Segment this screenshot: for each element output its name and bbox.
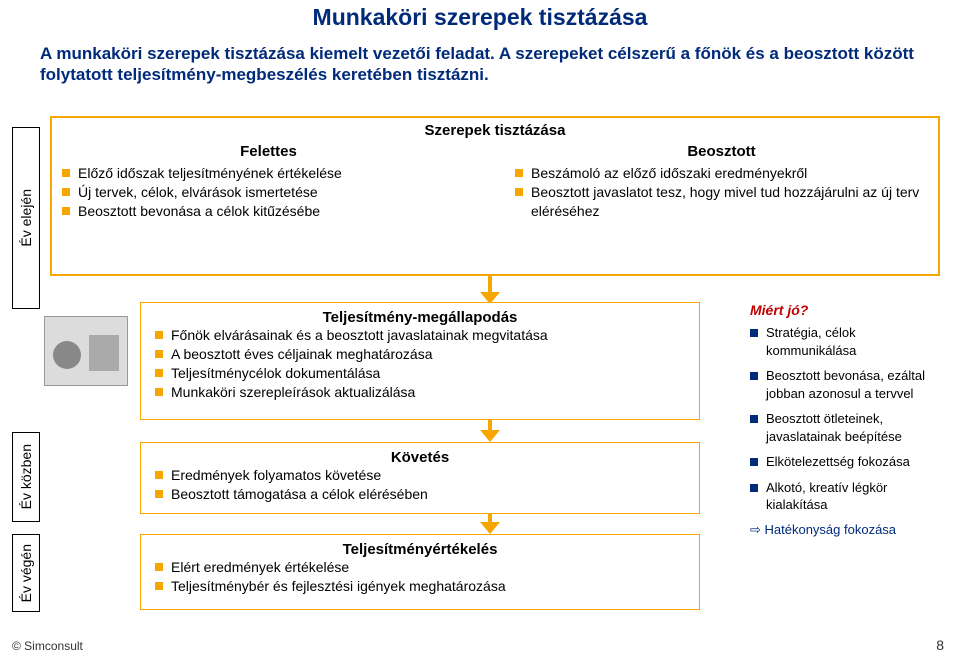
stage-list: Főnök elvárásainak és a beosztott javasl…: [155, 326, 685, 402]
list-item: Új tervek, célok, elvárások ismertetése: [62, 183, 475, 202]
meeting-illustration: [44, 316, 128, 386]
col-title-beosztott: Beosztott: [515, 143, 928, 160]
list-item: Elért eredmények értékelése: [155, 558, 685, 577]
list-item: Elkötelezettség fokozása: [750, 453, 940, 471]
stage-megallapodas: Teljesítmény-megállapodás Főnök elvárása…: [140, 302, 700, 420]
col-title-felettes: Felettes: [62, 143, 475, 160]
main-area: Szerepek tisztázása Felettes Előző idősz…: [50, 116, 940, 631]
vtab-label: Év elején: [18, 189, 34, 247]
list-item: Főnök elvárásainak és a beosztott javasl…: [155, 326, 685, 345]
list-item: Stratégia, célok kommunikálása: [750, 324, 940, 359]
stage-list: Eredmények folyamatos követése Beosztott…: [155, 466, 685, 504]
list-item: Alkotó, kreatív légkör kialakítása: [750, 479, 940, 514]
list-felettes: Előző időszak teljesítményének értékelés…: [62, 164, 475, 221]
vtab-label: Év közben: [18, 444, 34, 509]
vtab-label: Év végén: [18, 544, 34, 602]
list-beosztott: Beszámoló az előző időszaki eredményekrő…: [515, 164, 928, 221]
list-item: Teljesítménybér és fejlesztési igények m…: [155, 577, 685, 596]
arrow-down-icon: [480, 430, 500, 442]
stage-title: Követés: [155, 449, 685, 466]
list-item: Beosztott ötleteinek, javaslatainak beép…: [750, 410, 940, 445]
why-panel: Miért jó? Stratégia, célok kommunikálása…: [750, 302, 940, 538]
list-item: Beosztott bevonása, ezáltal jobban azono…: [750, 367, 940, 402]
why-list: Stratégia, célok kommunikálása Beosztott…: [750, 324, 940, 514]
why-final: ⇨ Hatékonyság fokozása: [750, 522, 940, 538]
list-item: Beszámoló az előző időszaki eredményekrő…: [515, 164, 928, 183]
list-item: A beosztott éves céljainak meghatározása: [155, 345, 685, 364]
footer-copyright: © Simconsult: [12, 639, 83, 653]
stage-title: Teljesítmény-megállapodás: [155, 309, 685, 326]
roles-box: Szerepek tisztázása Felettes Előző idősz…: [50, 116, 940, 276]
roles-col-felettes: Felettes Előző időszak teljesítményének …: [62, 143, 475, 221]
list-item: Munkaköri szerepleírások aktualizálása: [155, 383, 685, 402]
intro-text: A munkaköri szerepek tisztázása kiemelt …: [40, 43, 920, 86]
page-number: 8: [936, 637, 944, 653]
page-title: Munkaköri szerepek tisztázása: [0, 4, 960, 31]
list-item: Beosztott bevonása a célok kitűzésébe: [62, 202, 475, 221]
vtab-ev-elejen: Év elején: [12, 127, 40, 309]
vtab-ev-kozben: Év közben: [12, 432, 40, 522]
list-item: Teljesítménycélok dokumentálása: [155, 364, 685, 383]
roles-title: Szerepek tisztázása: [62, 122, 928, 139]
list-item: Beosztott támogatása a célok elérésében: [155, 485, 685, 504]
list-item: Előző időszak teljesítményének értékelés…: [62, 164, 475, 183]
why-title: Miért jó?: [750, 302, 940, 318]
roles-col-beosztott: Beosztott Beszámoló az előző időszaki er…: [515, 143, 928, 221]
stage-list: Elért eredmények értékelése Teljesítmény…: [155, 558, 685, 596]
vtab-ev-vegen: Év végén: [12, 534, 40, 612]
stage-title: Teljesítményértékelés: [155, 541, 685, 558]
why-final-text: Hatékonyság fokozása: [765, 522, 897, 537]
list-item: Beosztott javaslatot tesz, hogy mivel tu…: [515, 183, 928, 221]
arrow-right-icon: ⇨: [750, 522, 765, 537]
stage-ertekeles: Teljesítményértékelés Elért eredmények é…: [140, 534, 700, 610]
arrow-down-icon: [480, 522, 500, 534]
list-item: Eredmények folyamatos követése: [155, 466, 685, 485]
stage-kovetes: Követés Eredmények folyamatos követése B…: [140, 442, 700, 514]
